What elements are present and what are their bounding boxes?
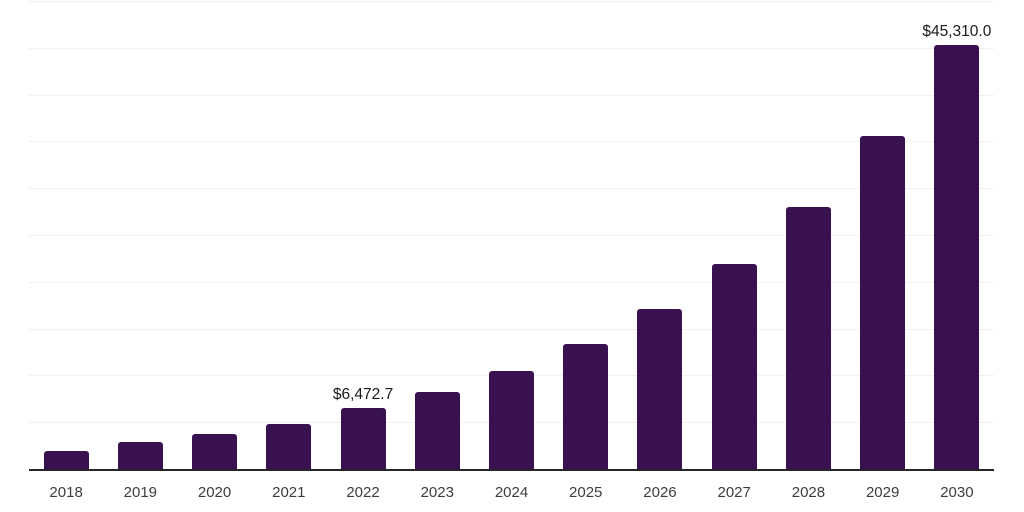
gridline-30000 bbox=[29, 188, 994, 190]
bar-2020 bbox=[192, 433, 238, 469]
bar-2028 bbox=[785, 206, 831, 469]
x-tick-2026: 2026 bbox=[643, 484, 677, 501]
data-label-2030: $45,310.0 bbox=[922, 22, 992, 40]
gridline-40000 bbox=[29, 94, 994, 96]
x-tick-2028: 2028 bbox=[791, 484, 826, 501]
bar-2022 bbox=[340, 408, 386, 469]
bar-2021 bbox=[266, 423, 312, 469]
x-tick-2025: 2025 bbox=[569, 484, 603, 501]
x-tick-2022: 2022 bbox=[346, 484, 380, 501]
x-tick-2024: 2024 bbox=[494, 484, 529, 501]
x-tick-2021: 2021 bbox=[272, 484, 306, 501]
x-tick-2023: 2023 bbox=[420, 484, 454, 501]
data-label-2022: $6,472.7 bbox=[332, 386, 394, 404]
gridline-20000 bbox=[29, 281, 994, 283]
x-tick-2019: 2019 bbox=[123, 484, 158, 501]
bar-2029 bbox=[860, 135, 906, 469]
x-axis-line bbox=[29, 469, 994, 471]
x-tick-2030: 2030 bbox=[940, 484, 974, 501]
bar-2025 bbox=[563, 343, 609, 469]
gridline-35000 bbox=[29, 141, 994, 143]
gridline-45000 bbox=[29, 47, 994, 49]
gridline-50000 bbox=[29, 1, 994, 2]
bar-2023 bbox=[414, 392, 460, 469]
bar-2024 bbox=[489, 370, 534, 469]
x-tick-2020: 2020 bbox=[197, 484, 232, 501]
x-tick-2027: 2027 bbox=[717, 484, 751, 501]
x-tick-2029: 2029 bbox=[865, 484, 900, 501]
bar-2027 bbox=[711, 264, 757, 469]
bar-2026 bbox=[637, 308, 683, 469]
bar-2030 bbox=[934, 44, 980, 469]
x-tick-2018: 2018 bbox=[49, 484, 83, 501]
gridline-25000 bbox=[29, 235, 994, 236]
bar-2018 bbox=[43, 450, 89, 469]
bar-2019 bbox=[117, 441, 163, 469]
gridline-15000 bbox=[29, 328, 994, 330]
